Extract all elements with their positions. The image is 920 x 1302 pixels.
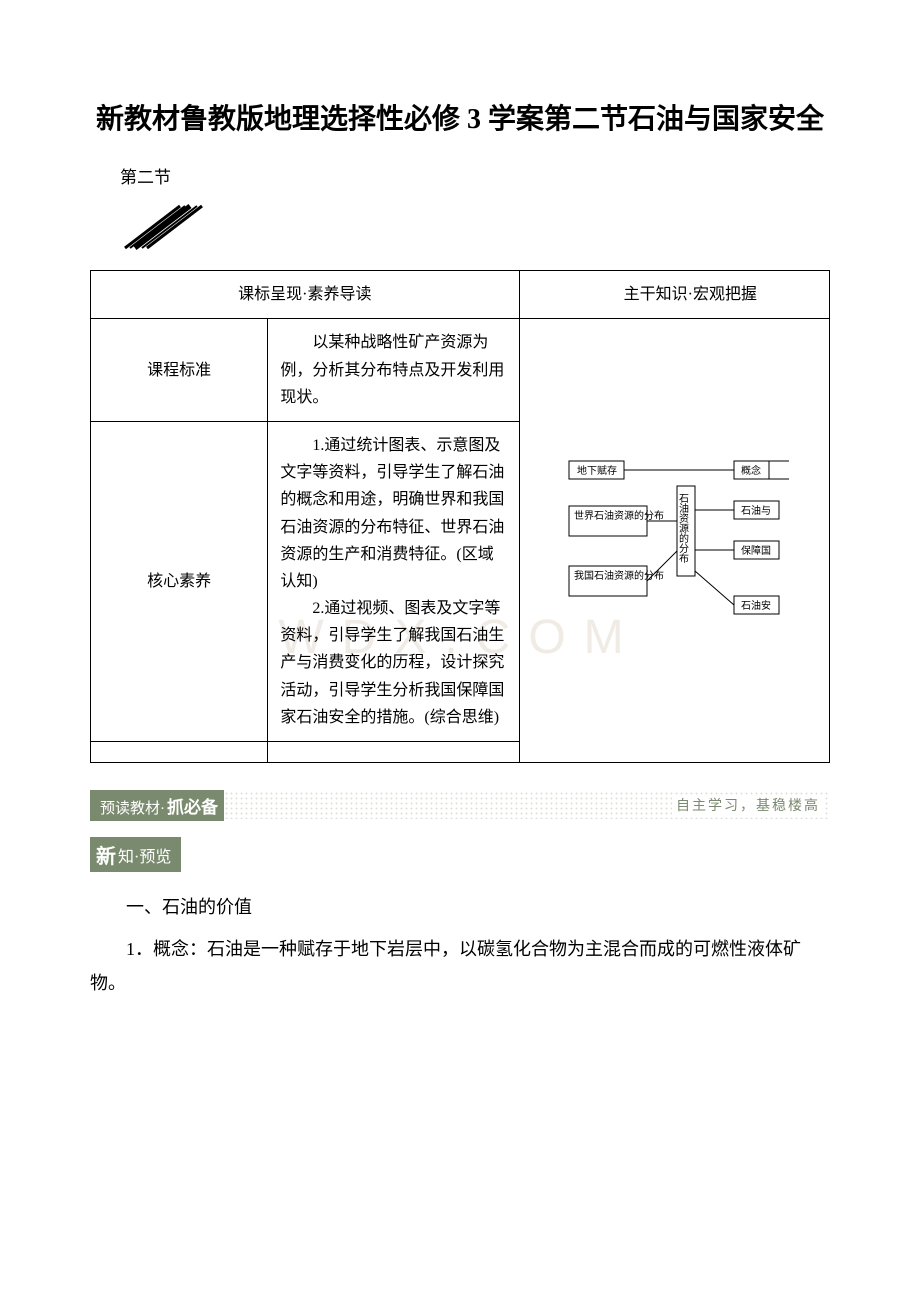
svg-text:石油资源的分布: 石油资源的分布 (677, 493, 689, 564)
tag-rest: 知·预览 (118, 843, 171, 867)
row-label: 课程标准 (91, 319, 268, 422)
concept-diagram-icon: 地下赋存 概念 石油资源的分布 世界石油资源的分布 石油与 保障国 我国石油资源… (549, 441, 799, 641)
page-title: 新教材鲁教版地理选择性必修 3 学案第二节石油与国家安全 (90, 100, 830, 139)
svg-text:保障国: 保障国 (741, 544, 771, 557)
svg-text:石油安: 石油安 (741, 599, 771, 612)
paragraph-1: 1．概念：石油是一种赋存于地下岩层中，以碳氢化合物为主混合而成的可燃性液体矿物。 (90, 932, 830, 1000)
banner-dots: 自主学习，基稳楼高 (224, 791, 830, 819)
header-right-text: 主干知识·宏观把握 (532, 281, 817, 308)
svg-text:概念: 概念 (741, 464, 761, 477)
header-left: 课标呈现·素养导读 (91, 271, 520, 319)
tag-box: 新 知·预览 (90, 837, 181, 872)
header-right: 主干知识·宏观把握 (519, 271, 829, 319)
table-row: 课程标准 以某种战略性矿产资源为例，分析其分布特点及开发利用现状。 地下赋存 概… (91, 319, 830, 422)
row-label: 核心素养 (91, 421, 268, 741)
standards-table: 课标呈现·素养导读 主干知识·宏观把握 课程标准 以某种战略性矿产资源为例，分析… (90, 270, 830, 763)
row2-p1: 1.通过统计图表、示意图及文字等资料，引导学生了解石油的概念和用途，明确世界和我… (280, 432, 506, 595)
row1-text: 以某种战略性矿产资源为例，分析其分布特点及开发利用现状。 (280, 329, 506, 411)
row-content: 1.通过统计图表、示意图及文字等资料，引导学生了解石油的概念和用途，明确世界和我… (268, 421, 519, 741)
row-content: 以某种战略性矿产资源为例，分析其分布特点及开发利用现状。 (268, 319, 519, 422)
banner-left-a: 预读教材· (100, 797, 165, 818)
banner-left-b: 抓必备 (167, 793, 218, 818)
row2-p2: 2.通过视频、图表及文字等资料，引导学生了解我国石油生产与消费变化的历程，设计探… (280, 595, 506, 731)
section-banner: 预读教材· 抓必备 自主学习，基稳楼高 (90, 791, 830, 819)
diagram-cell: 地下赋存 概念 石油资源的分布 世界石油资源的分布 石油与 保障国 我国石油资源… (519, 319, 829, 763)
banner-right: 自主学习，基稳楼高 (672, 795, 824, 815)
subsection-tag: 新 知·预览 (90, 837, 830, 872)
svg-text:世界石油资源的分布: 世界石油资源的分布 (574, 509, 664, 522)
empty-cell (91, 742, 268, 763)
banner-left: 预读教材· 抓必备 (90, 790, 224, 821)
svg-text:我国石油资源的分布: 我国石油资源的分布 (574, 569, 664, 582)
empty-cell (268, 742, 519, 763)
table-row: 课标呈现·素养导读 主干知识·宏观把握 (91, 271, 830, 319)
svg-text:石油与: 石油与 (741, 504, 771, 517)
svg-text:地下赋存: 地下赋存 (577, 464, 617, 477)
tag-char: 新 (96, 840, 116, 869)
heading-1: 一、石油的价值 (90, 890, 830, 924)
section-indicator: 第二节 (120, 163, 830, 188)
slash-decor-icon (120, 198, 210, 253)
